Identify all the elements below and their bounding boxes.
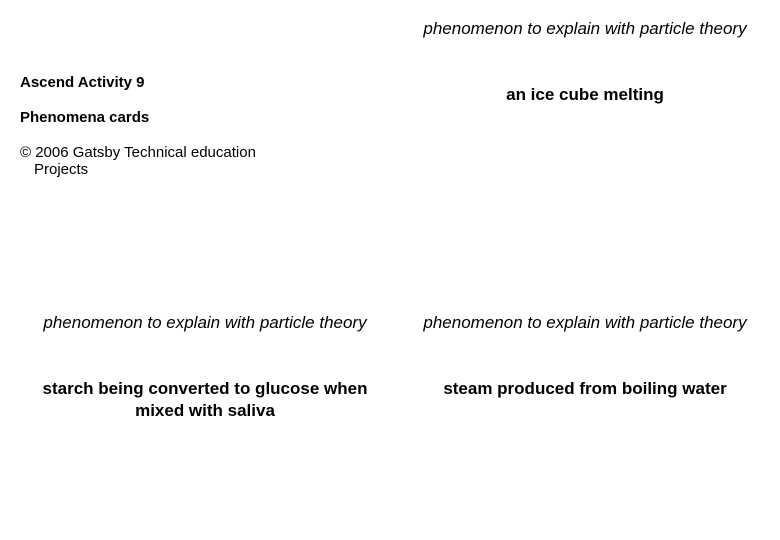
card-answer: an ice cube melting: [420, 84, 750, 106]
card-prompt: phenomenon to explain with particle theo…: [40, 312, 370, 334]
copyright-line-2: Projects: [20, 161, 360, 178]
copyright-line-1: © 2006 Gatsby Technical education: [20, 144, 256, 161]
card-top-right: phenomenon to explain with particle theo…: [420, 18, 750, 106]
page: Ascend Activity 9 Phenomena cards © 2006…: [0, 0, 780, 540]
card-bottom-right: phenomenon to explain with particle theo…: [420, 312, 750, 400]
card-answer: starch being converted to glucose when m…: [40, 378, 370, 422]
copyright: © 2006 Gatsby Technical education Projec…: [20, 144, 360, 178]
activity-title: Ascend Activity 9: [20, 74, 360, 91]
card-bottom-left: phenomenon to explain with particle theo…: [40, 312, 370, 422]
header-block: Ascend Activity 9 Phenomena cards © 2006…: [20, 74, 360, 178]
card-answer: steam produced from boiling water: [420, 378, 750, 400]
card-prompt: phenomenon to explain with particle theo…: [420, 312, 750, 334]
card-prompt: phenomenon to explain with particle theo…: [420, 18, 750, 40]
activity-subtitle: Phenomena cards: [20, 109, 360, 126]
